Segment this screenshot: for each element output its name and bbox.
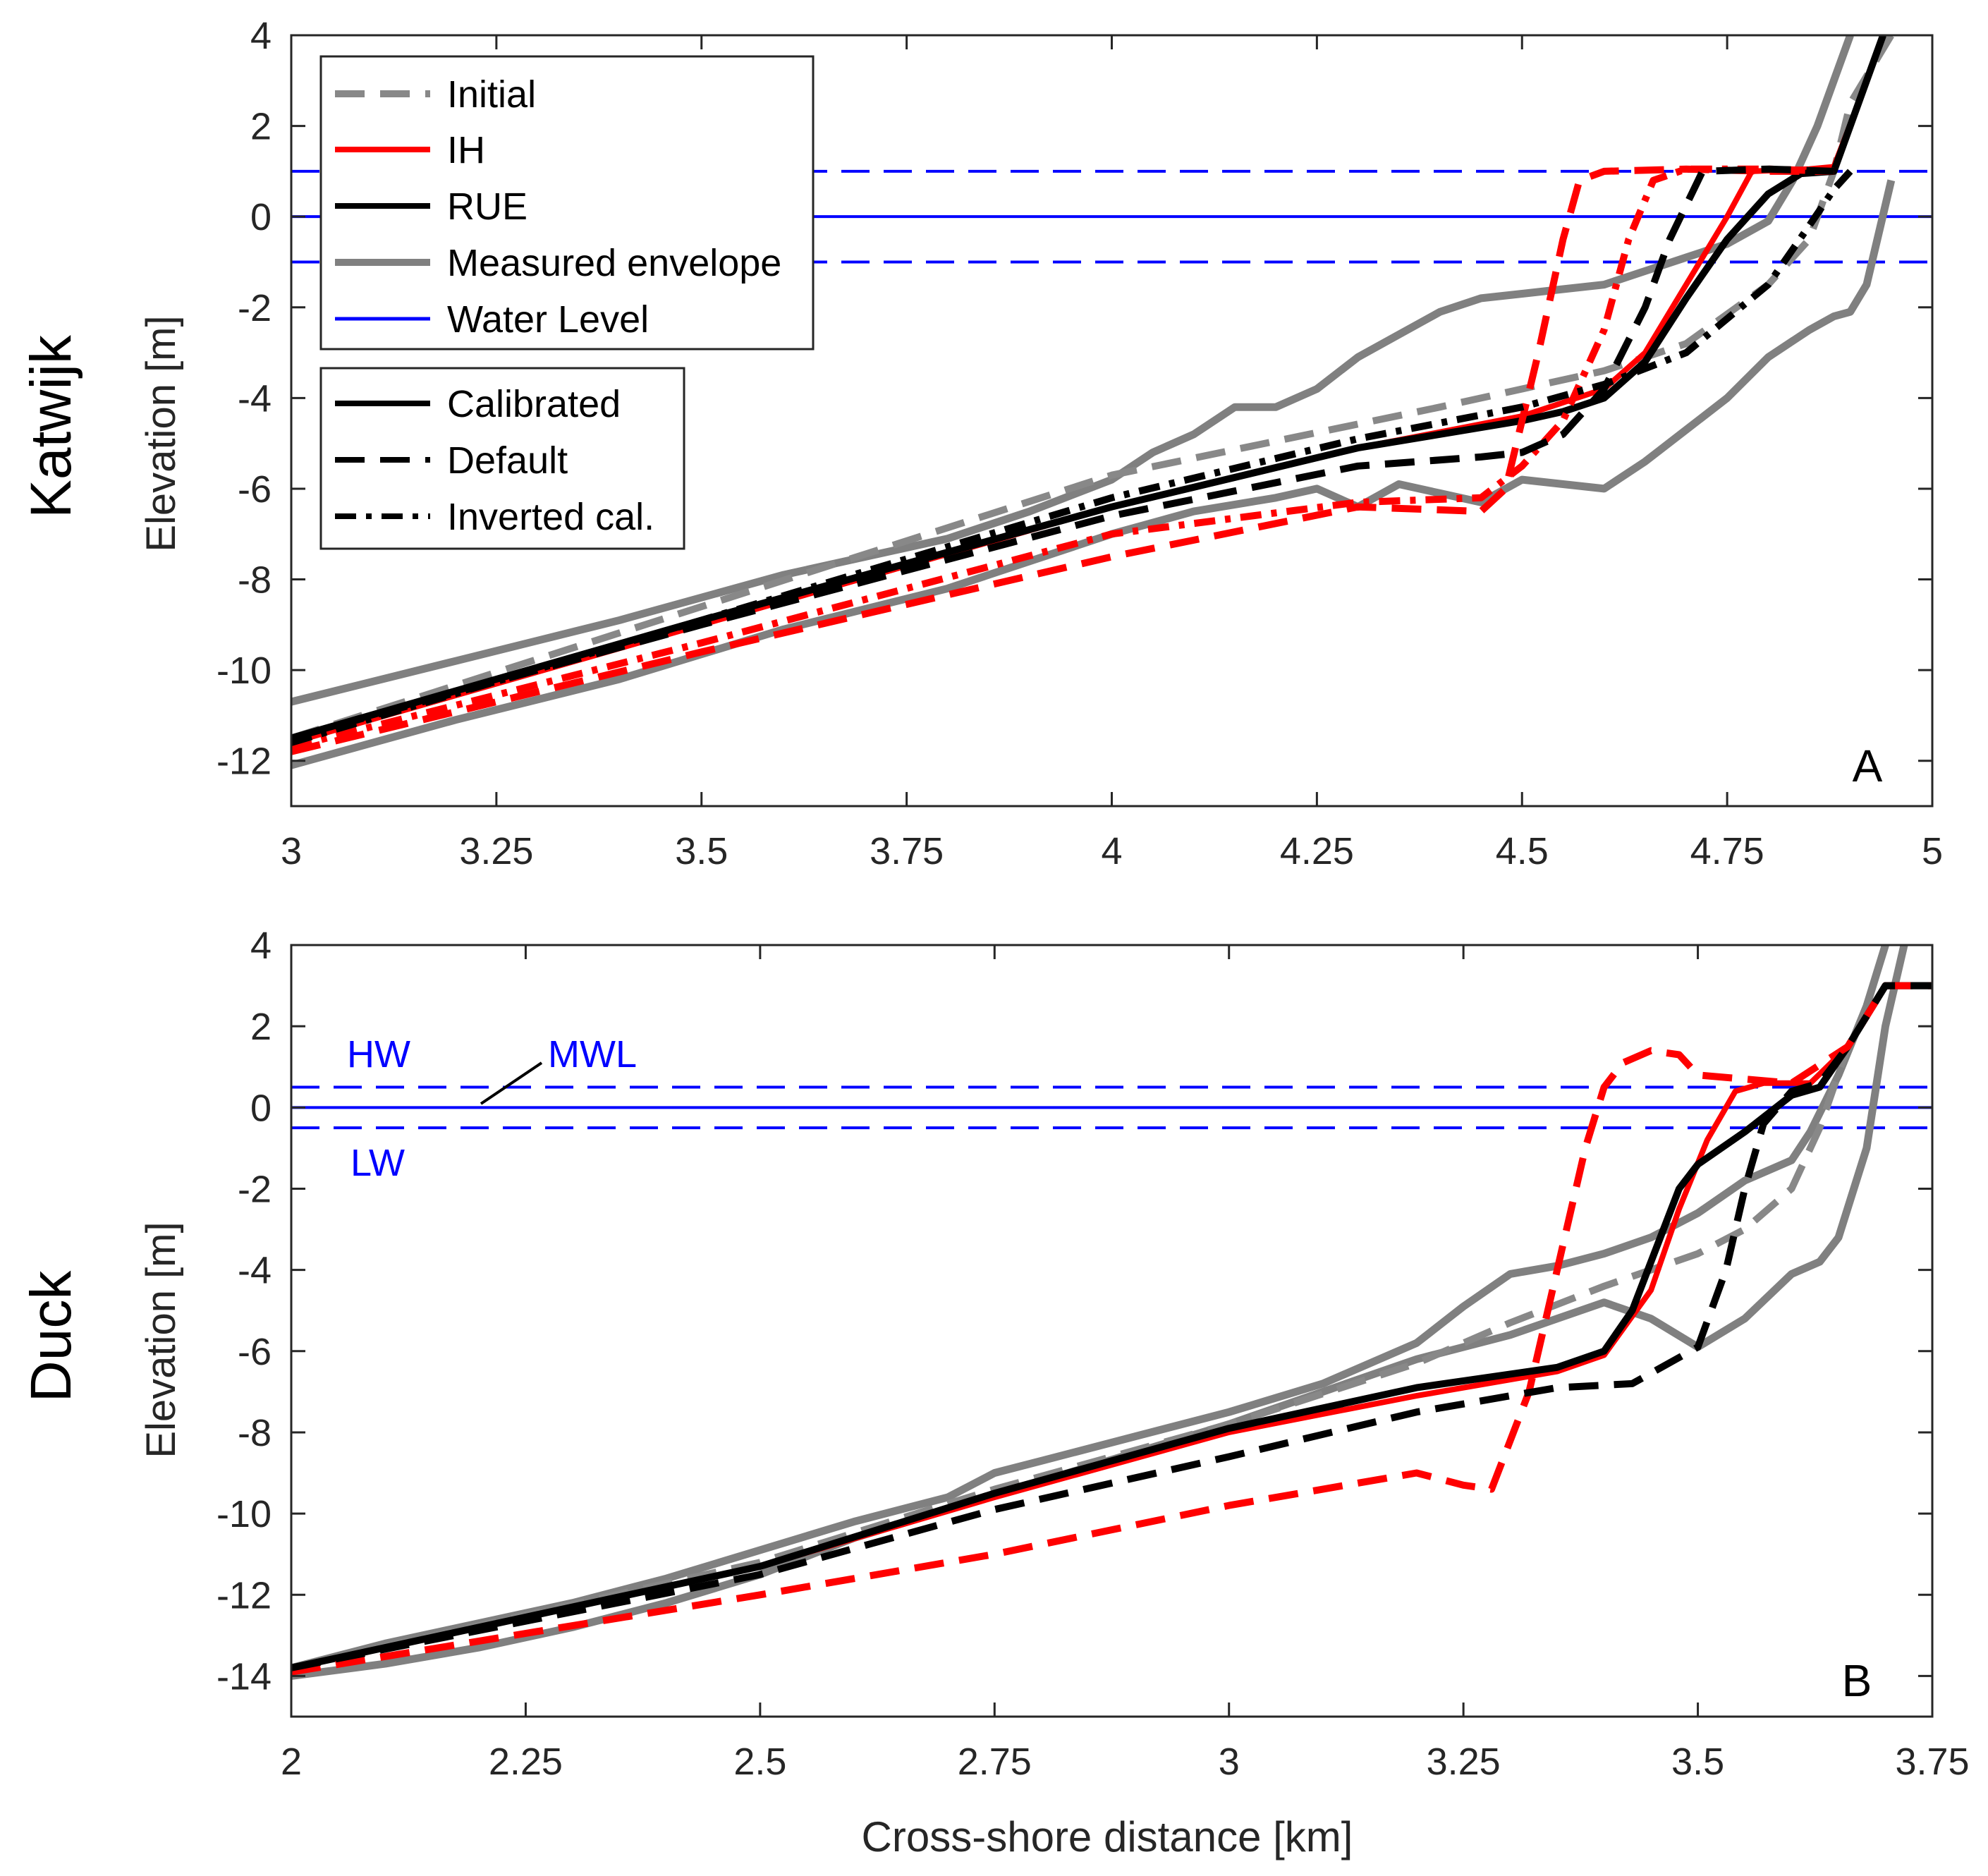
x-tick-label-b-6: 3.5	[1671, 1741, 1724, 1783]
series-a-ih-default	[291, 165, 1834, 755]
legend-label-rue: RUE	[447, 185, 528, 228]
x-tick-label-b-7: 3.75	[1895, 1741, 1969, 1783]
x-tick-label-a-2: 3.5	[675, 830, 728, 872]
row-label-katwijk: Katwijk	[19, 334, 83, 518]
series-a-initial	[291, 35, 1895, 742]
x-tick-label-b-4: 3	[1219, 1741, 1240, 1783]
annotation-mwl: MWL	[548, 1033, 637, 1076]
series-b-measured-envelope-upper	[291, 945, 1889, 1672]
y-tick-label-a-1: 2	[250, 106, 272, 148]
y-tick-label-b-1: 2	[250, 1006, 272, 1048]
panel-a-katwijk: Katwijk Elevation [m] 3 3.25 3.5 3.75 4 4.25 4…	[19, 15, 1943, 872]
series-a-ih-inverted-cal	[291, 165, 1834, 751]
y-tick-label-b-9: -14	[217, 1655, 272, 1698]
panel-label-b: B	[1842, 1655, 1872, 1706]
x-tick-label-a-3: 3.75	[870, 830, 944, 872]
y-tick-label-b-6: -8	[238, 1412, 272, 1454]
axes-b: 2 2.25 2.5 2.75 3 3.25 3.5 3.75 4 2 0 -2 -4 -6 -8 -10 -1…	[217, 925, 1970, 1783]
legend-models-box	[319, 55, 815, 351]
x-tick-label-b-0: 2	[281, 1741, 302, 1783]
water-level-lines-b	[291, 1085, 1932, 1130]
x-tick-label-b-5: 3.25	[1427, 1741, 1501, 1783]
annotation-hw: HW	[347, 1033, 410, 1076]
x-tick-label-a-8: 5	[1922, 830, 1943, 872]
y-tick-label-a-7: -10	[217, 650, 272, 692]
legend-label-ih: IH	[447, 129, 485, 171]
series-a-measured-envelope-upper	[291, 35, 1854, 706]
y-tick-label-b-3: -2	[238, 1168, 272, 1210]
y-tick-label-b-8: -12	[217, 1574, 272, 1616]
row-label-duck: Duck	[19, 1270, 83, 1403]
y-tick-label-b-2: 0	[250, 1087, 272, 1129]
x-tick-label-a-5: 4.25	[1280, 830, 1354, 872]
y-tick-label-a-2: 0	[250, 196, 272, 238]
legend-styles: Calibrated Default Inverted cal.	[319, 367, 685, 550]
series-group-a	[291, 35, 1896, 769]
legend-label-calibrated: Calibrated	[447, 383, 621, 425]
series-b-ih-default	[291, 982, 1932, 1676]
y-tick-label-a-0: 4	[250, 15, 272, 57]
legend-label-inverted: Inverted cal.	[447, 496, 654, 538]
axes-frame-b	[290, 944, 1934, 1718]
axes-a: 3 3.25 3.5 3.75 4 4.25 4.5 4.75 5 4 2 0 -2 -4 -6 -8 -10 -…	[217, 15, 1943, 872]
x-tick-label-a-0: 3	[281, 830, 302, 872]
annotation-mwl-pointer	[480, 1061, 543, 1105]
x-tick-label-a-6: 4.5	[1496, 830, 1549, 872]
annotation-lw: LW	[350, 1142, 405, 1184]
x-axis-label: Cross-shore distance [km]	[862, 1813, 1353, 1860]
legend-label-default: Default	[447, 439, 568, 482]
panel-b-duck: Duck Elevation [m] 2 2.25 2.5 2.75 3 3.25 3.5 3…	[19, 925, 1970, 1860]
x-tick-label-a-4: 4	[1101, 830, 1122, 872]
legend-label-measured: Measured envelope	[447, 242, 781, 284]
x-tick-label-b-1: 2.25	[489, 1741, 563, 1783]
legend-label-water-level: Water Level	[447, 298, 649, 341]
series-a-rue-default	[291, 165, 1834, 742]
y-tick-label-b-4: -4	[238, 1250, 272, 1292]
y-tick-label-b-0: 4	[250, 925, 272, 967]
series-b-rue-default	[291, 982, 1932, 1671]
y-tick-label-b-7: -10	[217, 1493, 272, 1535]
y-axis-label-a: Elevation [m]	[138, 315, 184, 552]
legend-label-initial: Initial	[447, 73, 536, 116]
x-tick-label-b-3: 2.75	[958, 1741, 1032, 1783]
series-b-measured-envelope-lower	[291, 945, 1908, 1680]
x-tick-label-b-2: 2.5	[733, 1741, 786, 1783]
y-tick-label-a-5: -6	[238, 468, 272, 511]
y-tick-label-a-4: -4	[238, 377, 272, 420]
y-tick-label-a-3: -2	[238, 287, 272, 329]
y-tick-label-b-5: -6	[238, 1331, 272, 1373]
y-tick-label-a-6: -8	[238, 559, 272, 602]
y-tick-label-a-8: -12	[217, 741, 272, 783]
panel-label-a: A	[1853, 741, 1883, 791]
x-tick-label-a-1: 3.25	[459, 830, 533, 872]
series-a-rue-inverted-cal	[291, 169, 1853, 746]
y-axis-label-b: Elevation [m]	[138, 1222, 184, 1458]
x-tick-label-a-7: 4.75	[1690, 830, 1764, 872]
legend-models: Initial IH RUE Measured envelope Water L…	[319, 55, 815, 351]
series-group-b	[291, 945, 1932, 1680]
series-b-ih-calibrated	[291, 982, 1932, 1671]
